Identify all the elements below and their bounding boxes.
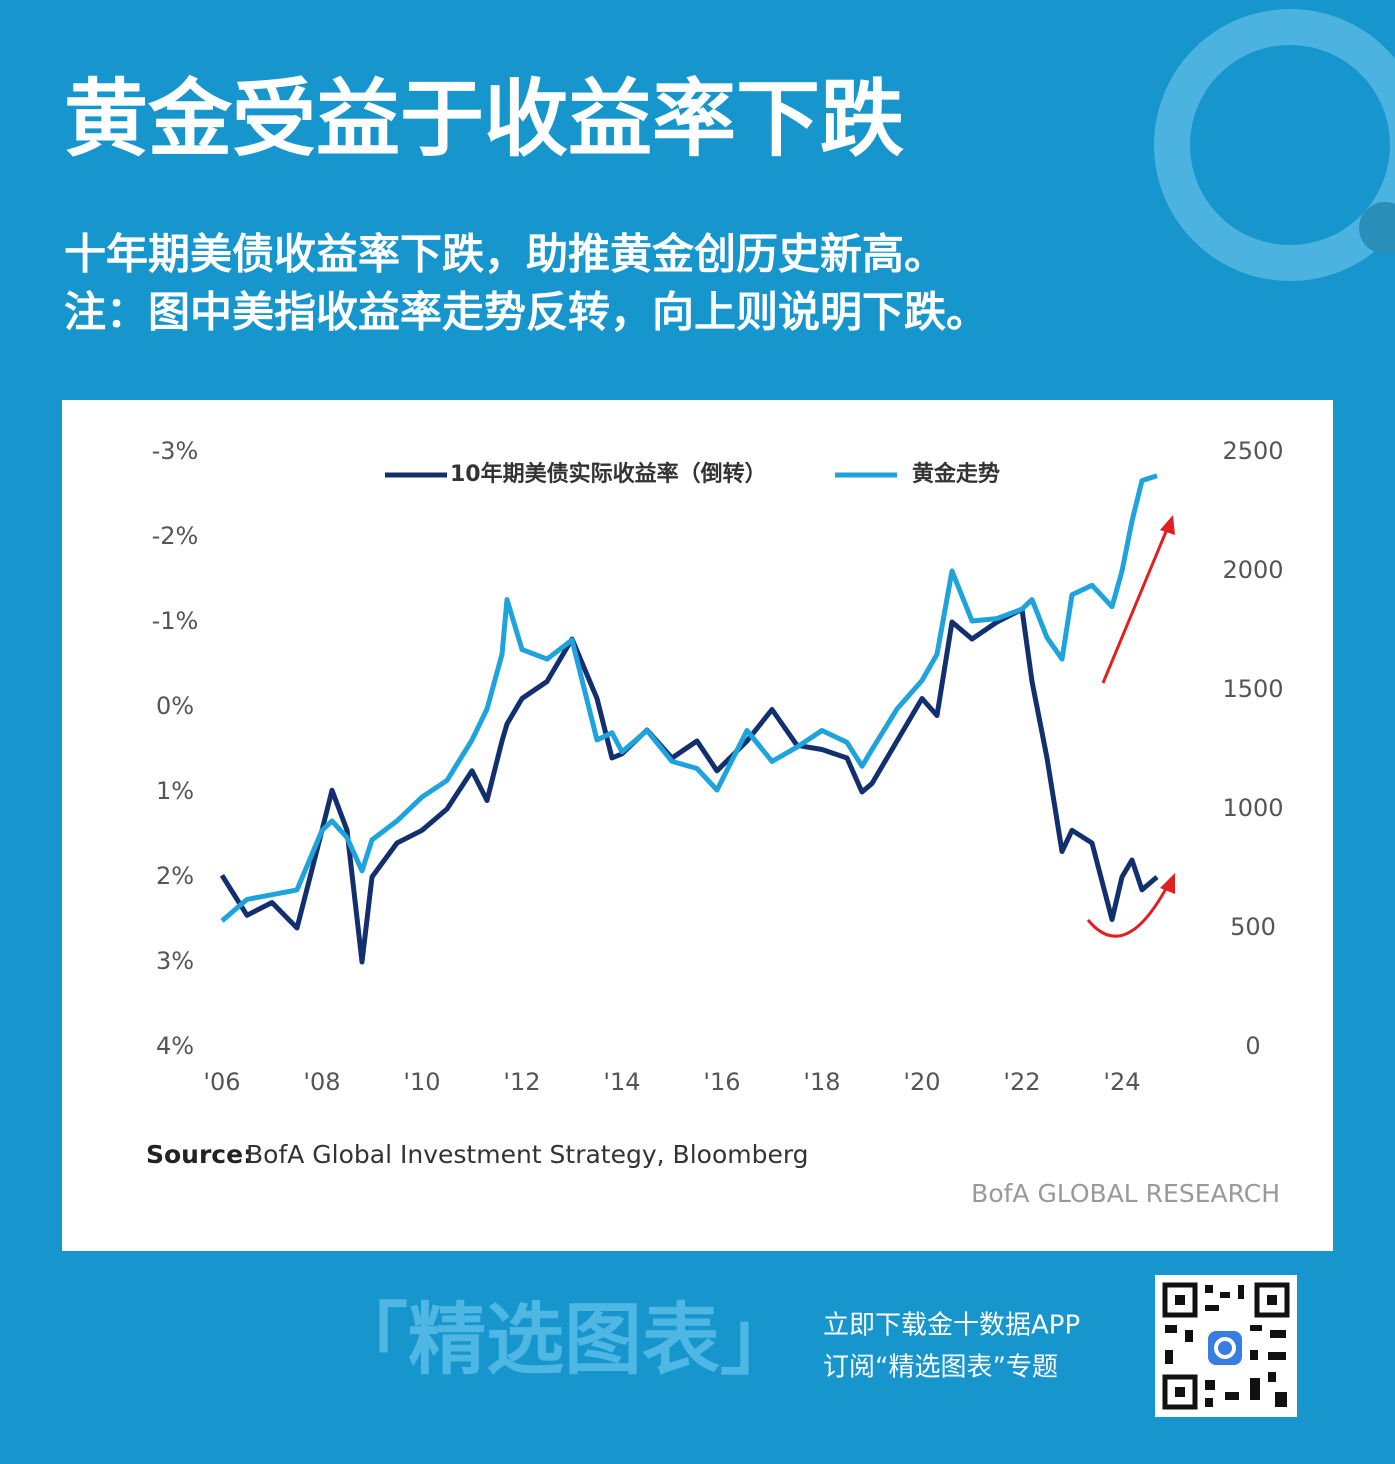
arrow-head [1160,873,1175,894]
y-tick-label: -3% [152,437,199,465]
x-tick-label: '16 [703,1068,740,1096]
chart: -3% -2% -1% 0% 1% 2% 3% 4% 0 500 1000 1500 2000 2500 '… [152,437,1284,1096]
data-line [219,606,1159,965]
y-tick-label: 1% [156,777,194,805]
x-tick-label: '06 [203,1068,240,1096]
y2-tick-label: 1000 [1222,794,1283,822]
legend-label: 黄金走势 [912,461,1000,487]
trend-arrow [1101,521,1172,684]
x-tick-label: '24 [1103,1068,1140,1096]
arrow-head [1160,515,1175,535]
legend-label: 10年期美债实际收益率（倒转） [450,461,767,487]
y-tick-label: 3% [156,947,194,975]
y2-tick-label: 2000 [1222,556,1283,584]
chart-panel [62,400,1333,1251]
y2-tick-label: 0 [1245,1032,1260,1060]
x-tick-label: '22 [1003,1068,1040,1096]
data-line [220,473,1158,923]
source: BofA Global Investment Strategy, Bloombe… [246,1140,809,1169]
trend-arrow [1086,884,1170,938]
y-tick-label: -1% [152,607,199,635]
logo-decoration [1154,9,1395,281]
x-tick-label: '10 [403,1068,440,1096]
footer-badge: 「精选图表」 [330,1295,798,1385]
qr-code [1155,1275,1297,1417]
y-tick-label: 4% [156,1032,194,1060]
x-tick-label: '08 [303,1068,340,1096]
y-tick-label: 2% [156,862,194,890]
subtitle: 十年期美债收益率下跌，助推黄金创历史新高。 [64,230,946,279]
footer-text: 订阅“精选图表”专题 [823,1353,1058,1383]
x-tick-label: '14 [603,1068,640,1096]
y2-tick-label: 1500 [1222,675,1283,703]
footer-text: 立即下载金十数据APP [823,1311,1080,1341]
source-label: Source: [146,1140,253,1169]
subtitle: 注：图中美指收益率走势反转，向上则说明下跌。 [64,288,988,337]
x-tick-label: '12 [503,1068,540,1096]
title: 黄金受益于收益率下跌 [64,70,904,168]
y-tick-label: -2% [152,522,199,550]
y2-tick-label: 500 [1230,913,1276,941]
x-tick-label: '20 [903,1068,940,1096]
x-tick-label: '18 [803,1068,840,1096]
logo-decoration [1359,202,1395,254]
brand: BofA GLOBAL RESEARCH [971,1179,1280,1208]
y-tick-label: 0% [156,692,194,720]
y2-tick-label: 2500 [1222,437,1283,465]
